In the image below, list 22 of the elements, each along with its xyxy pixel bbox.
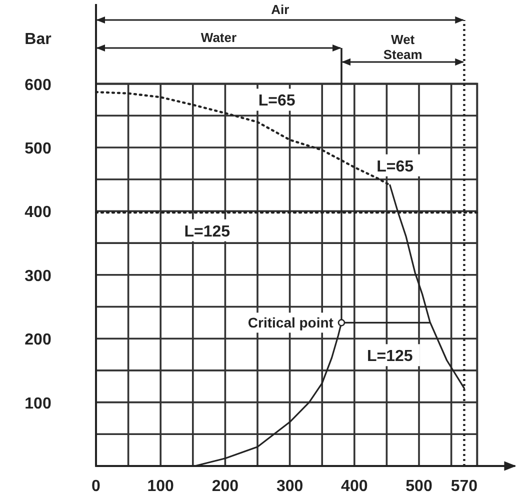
x-tick-label: 570: [450, 478, 478, 495]
y-tick-label: 300: [24, 268, 52, 285]
y-axis-title: Bar: [24, 31, 52, 48]
annotation: L=125: [367, 348, 413, 366]
x-tick-label: 0: [92, 478, 101, 495]
x-tick-label: 400: [341, 478, 368, 495]
y-tick-label: 600: [24, 76, 52, 94]
annotation: L=65: [258, 92, 296, 110]
text: Wet Steam: [383, 32, 422, 62]
x-tick-label: 100: [147, 478, 174, 495]
annotation: Critical point: [248, 314, 334, 331]
x-tick-label: 500: [406, 478, 432, 495]
y-tick-label: 500: [24, 140, 52, 158]
annotation: L=65: [376, 158, 414, 176]
y-tick-label: 100: [24, 395, 52, 412]
text: Air: [271, 2, 290, 17]
x-tick-label: 200: [212, 478, 239, 495]
annotation: L=125: [184, 223, 230, 240]
y-tick-label: 400: [24, 204, 52, 222]
y-tick-label: 200: [24, 332, 52, 349]
x-tick-label: 300: [276, 478, 304, 495]
text: Water: [200, 30, 237, 45]
